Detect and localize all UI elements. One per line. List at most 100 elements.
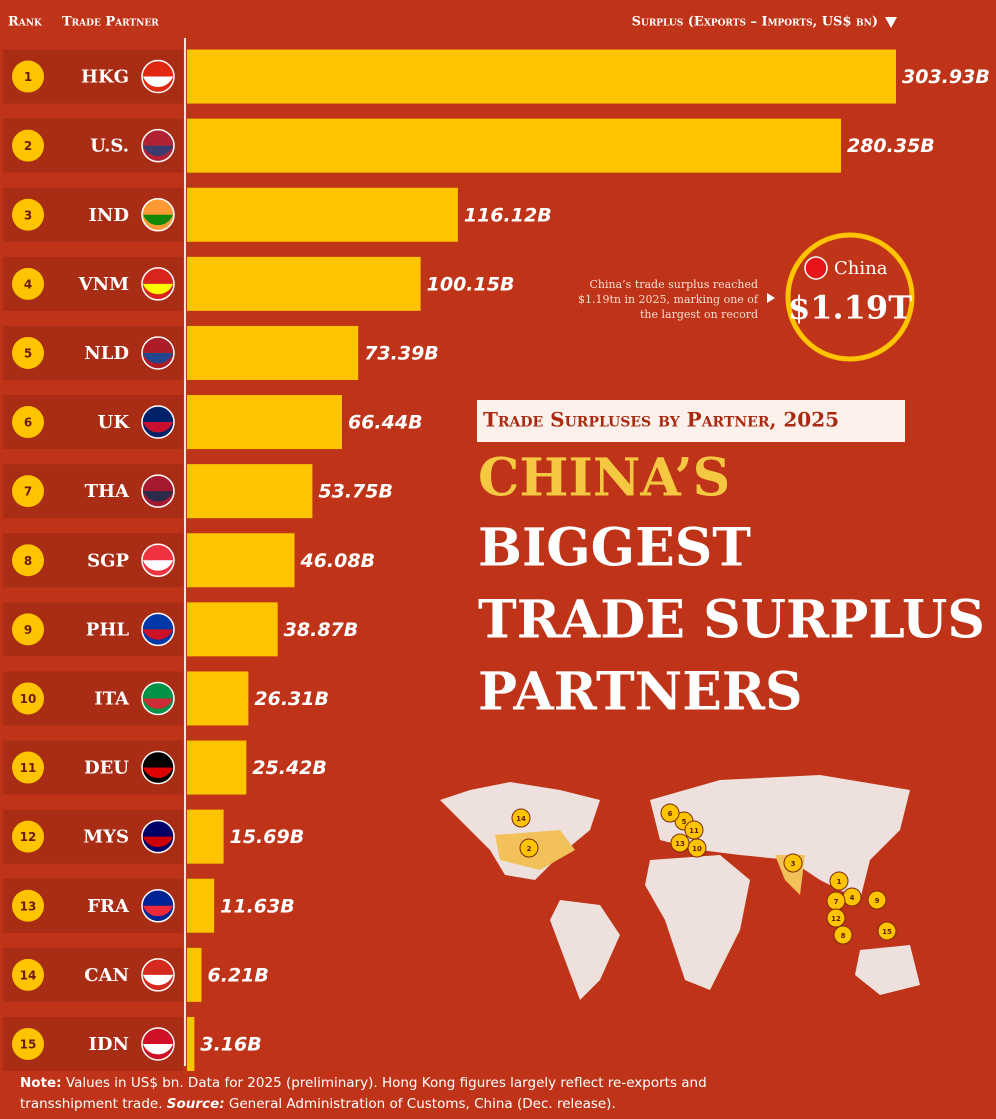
bar <box>187 947 202 1002</box>
rank-badge <box>12 544 44 577</box>
category-label: IND <box>89 205 129 226</box>
subtitle-box <box>477 400 905 442</box>
value-label: 46.08B <box>299 550 375 572</box>
map-marker <box>833 925 853 945</box>
flag-detail <box>143 352 173 364</box>
rank-badge <box>12 613 44 646</box>
title-line: TRADE SURPLUS <box>478 590 985 651</box>
rank-badge <box>12 129 44 162</box>
map-marker <box>660 803 680 823</box>
bar <box>187 740 247 795</box>
value-label: 53.75B <box>318 481 393 503</box>
flag-detail <box>143 491 173 502</box>
bar <box>187 118 841 173</box>
map-marker <box>877 921 897 941</box>
rank: 2 <box>24 139 32 153</box>
rank: 9 <box>24 623 32 637</box>
flag-detail <box>143 76 173 87</box>
value-label: 116.12B <box>464 204 552 226</box>
map-africa <box>645 855 750 990</box>
bar <box>187 325 359 380</box>
map-north-america <box>440 782 600 880</box>
flag-detail <box>143 560 173 571</box>
flag-detail <box>143 1043 173 1055</box>
bar <box>187 671 249 726</box>
rank: 15 <box>20 1037 37 1051</box>
map-south-america <box>550 900 620 1000</box>
map-marker <box>783 853 803 873</box>
flag-detail <box>143 145 173 157</box>
flag-detail <box>143 905 173 917</box>
flag-detail <box>143 836 173 848</box>
map-marker-label: 15 <box>882 928 892 936</box>
map-marker-label: 1 <box>837 878 842 886</box>
flag-detail <box>143 974 173 986</box>
value-label: 303.93B <box>902 66 990 88</box>
map-marker-label: 11 <box>689 827 699 835</box>
rank-badge <box>12 406 44 439</box>
flag-detail <box>143 698 173 709</box>
map-marker-label: 8 <box>841 932 846 940</box>
value-label: 73.39B <box>364 342 439 364</box>
rank: 5 <box>24 346 32 360</box>
annotation: $1.19tn in 2025, marking one of <box>578 293 759 306</box>
map-marker-label: 7 <box>834 898 839 906</box>
rank: 3 <box>24 208 32 222</box>
rank: 10 <box>20 692 37 706</box>
callout-total: $1.19T <box>788 289 912 327</box>
rank: 8 <box>24 554 32 568</box>
rank-badge <box>12 475 44 508</box>
rank-badge <box>12 889 44 922</box>
note: Note: Values in US$ bn. Data for 2025 (p… <box>20 1073 740 1115</box>
map-marker <box>826 908 846 928</box>
title-line: PARTNERS <box>478 662 803 723</box>
column-header: Rank <box>8 15 43 30</box>
value-label: 11.63B <box>220 895 295 917</box>
category-label: DEU <box>84 758 129 779</box>
map-marker-label: 12 <box>831 915 841 923</box>
category-label: ITA <box>94 688 130 709</box>
rank-badge <box>12 336 44 369</box>
rank: 4 <box>24 277 32 291</box>
flag-detail <box>143 767 173 778</box>
map-marker-label: 5 <box>682 818 687 826</box>
bar <box>187 187 458 242</box>
rank-badge <box>12 267 44 300</box>
subtitle: Trade Surpluses by Partner, 2025 <box>483 408 839 432</box>
rank: 6 <box>24 416 32 430</box>
bar <box>187 464 313 519</box>
rank-badge <box>12 820 44 853</box>
bar <box>187 602 278 657</box>
value-label: 15.69B <box>230 826 305 848</box>
bar <box>187 395 342 450</box>
category-label: IDN <box>89 1034 129 1055</box>
column-header: Surplus (Exports – Imports, US$ bn) <box>632 15 878 30</box>
map-marker <box>511 808 531 828</box>
map-marker <box>519 838 539 858</box>
rank: 11 <box>20 761 37 775</box>
value-label: 100.15B <box>427 273 515 295</box>
category-label: MYS <box>83 827 129 848</box>
map-marker-label: 14 <box>516 815 526 823</box>
title-line: CHINA’S <box>478 448 730 509</box>
rank: 14 <box>20 968 37 982</box>
bar <box>187 878 215 933</box>
category-label: FRA <box>87 896 130 917</box>
rank-badge <box>12 958 44 991</box>
map-marker-label: 13 <box>675 840 685 848</box>
map-marker <box>670 833 690 853</box>
bar <box>187 256 421 311</box>
source-text: General Administration of Customs, China… <box>224 1096 616 1112</box>
map-eurasia <box>650 775 910 900</box>
bar <box>187 1016 195 1071</box>
category-label: VNM <box>78 274 129 295</box>
category-label: PHL <box>86 619 130 640</box>
value-label: 38.87B <box>284 619 359 641</box>
map-marker <box>684 820 704 840</box>
map-marker <box>829 871 849 891</box>
annotation-arrow <box>767 293 775 303</box>
category-label: CAN <box>84 965 129 986</box>
rank-badge <box>12 198 44 231</box>
annotation: China’s trade surplus reached <box>590 278 758 291</box>
